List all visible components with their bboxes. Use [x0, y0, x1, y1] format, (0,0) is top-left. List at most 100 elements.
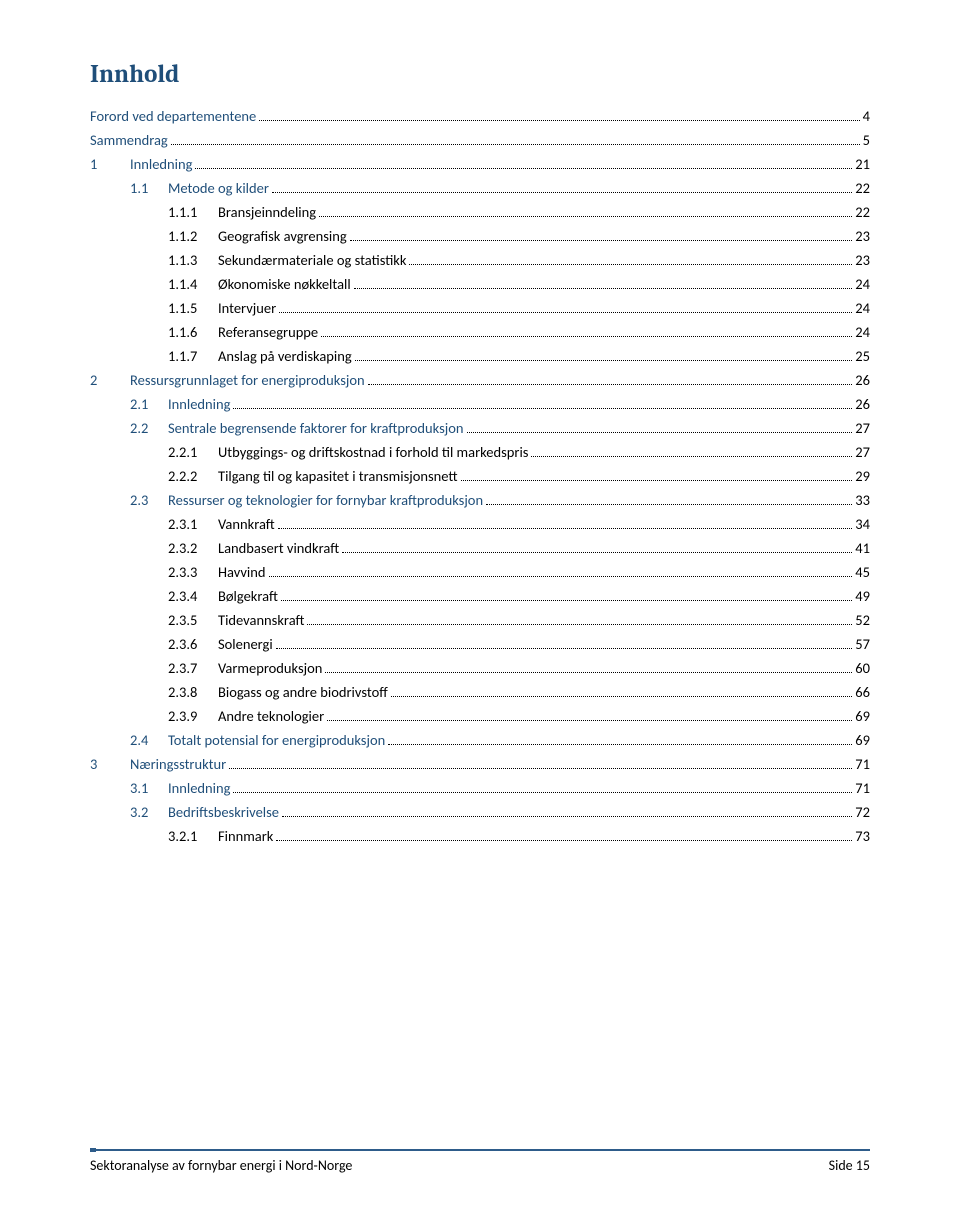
toc-entry-page: 27 [855, 443, 870, 461]
toc-entry-label: Solenergi [218, 635, 273, 653]
toc-leader-dots [321, 336, 852, 337]
toc-entry-label: Forord ved departementene [90, 107, 256, 125]
toc-entry[interactable]: 1.1.1Bransjeinndeling 22 [90, 203, 870, 221]
toc-entry[interactable]: 1.1.4Økonomiske nøkkeltall 24 [90, 275, 870, 293]
toc-leader-dots [467, 432, 853, 433]
footer-divider [90, 1149, 870, 1151]
toc-entry-page: 49 [855, 587, 870, 605]
toc-entry-page: 34 [855, 515, 870, 533]
toc-entry-label: Innledning [130, 155, 192, 173]
toc-entry-number: 2.3 [130, 491, 168, 509]
toc-entry[interactable]: 2.1Innledning 26 [90, 395, 870, 413]
toc-entry-page: 41 [855, 539, 870, 557]
toc-entry-page: 45 [855, 563, 870, 581]
toc-entry-page: 24 [855, 299, 870, 317]
toc-entry[interactable]: 2.2Sentrale begrensende faktorer for kra… [90, 419, 870, 437]
toc-leader-dots [342, 552, 852, 553]
footer-right-text: Side 15 [829, 1157, 870, 1174]
toc-entry-number: 2.2.2 [168, 467, 218, 485]
toc-entry[interactable]: 2.3.8Biogass og andre biodrivstoff 66 [90, 683, 870, 701]
toc-entry-label: Sammendrag [90, 131, 168, 149]
toc-leader-dots [391, 696, 853, 697]
toc-entry-label: Metode og kilder [168, 179, 269, 197]
toc-entry-number: 1.1.5 [168, 299, 218, 317]
toc-entry[interactable]: 1.1.6Referansegruppe 24 [90, 323, 870, 341]
footer-left-text: Sektoranalyse av fornybar energi i Nord-… [90, 1157, 352, 1174]
toc-entry[interactable]: 2.3.9Andre teknologier 69 [90, 707, 870, 725]
toc-entry-page: 22 [855, 203, 870, 221]
toc-leader-dots [272, 192, 852, 193]
toc-entry[interactable]: 1Innledning 21 [90, 155, 870, 173]
toc-entry-label: Intervjuer [218, 299, 276, 317]
toc-entry[interactable]: 2.2.2Tilgang til og kapasitet i transmis… [90, 467, 870, 485]
toc-entry-number: 2.3.8 [168, 683, 218, 701]
toc-entry[interactable]: 2.3.6Solenergi 57 [90, 635, 870, 653]
toc-entry-number: 1.1.1 [168, 203, 218, 221]
toc-leader-dots [269, 576, 853, 577]
toc-entry[interactable]: 2.3.3Havvind 45 [90, 563, 870, 581]
toc-leader-dots [233, 792, 852, 793]
toc-entry-page: 24 [855, 275, 870, 293]
toc-entry[interactable]: 2.4Totalt potensial for energiproduksjon… [90, 731, 870, 749]
toc-entry-page: 27 [855, 419, 870, 437]
toc-leader-dots [409, 264, 852, 265]
toc-entry[interactable]: 1.1.7Anslag på verdiskaping 25 [90, 347, 870, 365]
toc-entry-page: 23 [855, 227, 870, 245]
toc-leader-dots [486, 504, 852, 505]
toc-leader-dots [233, 408, 852, 409]
toc-leader-dots [354, 288, 853, 289]
toc-entry[interactable]: 3.2Bedriftsbeskrivelse 72 [90, 803, 870, 821]
toc-entry[interactable]: 1.1.5Intervjuer 24 [90, 299, 870, 317]
toc-entry-page: 66 [855, 683, 870, 701]
toc-entry-number: 2.3.3 [168, 563, 218, 581]
toc-entry[interactable]: 2.3.4Bølgekraft 49 [90, 587, 870, 605]
toc-entry[interactable]: 3.1Innledning 71 [90, 779, 870, 797]
toc-entry-label: Tilgang til og kapasitet i transmisjonsn… [218, 467, 458, 485]
toc-leader-dots [355, 360, 853, 361]
toc-entry[interactable]: 3.2.1Finnmark 73 [90, 827, 870, 845]
toc-entry-page: 71 [855, 779, 870, 797]
toc-entry-label: Utbyggings- og driftskostnad i forhold t… [218, 443, 528, 461]
toc-entry[interactable]: 1.1.2Geografisk avgrensing 23 [90, 227, 870, 245]
footer: Sektoranalyse av fornybar energi i Nord-… [90, 1149, 870, 1174]
toc-entry-page: 69 [855, 731, 870, 749]
toc-entry-page: 29 [855, 467, 870, 485]
toc-entry[interactable]: 2.3Ressurser og teknologier for fornybar… [90, 491, 870, 509]
toc-entry-page: 72 [855, 803, 870, 821]
toc-entry[interactable]: 2.3.1Vannkraft 34 [90, 515, 870, 533]
toc-entry-page: 5 [863, 131, 870, 149]
toc-leader-dots [281, 600, 852, 601]
toc-entry[interactable]: 3Næringsstruktur 71 [90, 755, 870, 773]
toc-entry-number: 3.2 [130, 803, 168, 821]
toc-leader-dots [327, 720, 852, 721]
toc-leader-dots [229, 768, 852, 769]
toc-entry-label: Næringsstruktur [130, 755, 226, 773]
toc-entry-number: 1.1 [130, 179, 168, 197]
toc-leader-dots [282, 816, 852, 817]
toc-leader-dots [388, 744, 852, 745]
toc-entry[interactable]: Forord ved departementene 4 [90, 107, 870, 125]
toc-entry-label: Vannkraft [218, 515, 275, 533]
toc-entry-label: Havvind [218, 563, 266, 581]
toc-entry[interactable]: 2.3.2Landbasert vindkraft 41 [90, 539, 870, 557]
toc-entry-page: 71 [855, 755, 870, 773]
toc-leader-dots [171, 144, 860, 145]
toc-entry-label: Bølgekraft [218, 587, 278, 605]
toc-entry[interactable]: 1.1Metode og kilder 22 [90, 179, 870, 197]
toc-entry[interactable]: Sammendrag 5 [90, 131, 870, 149]
toc-entry[interactable]: 2Ressursgrunnlaget for energiproduksjon … [90, 371, 870, 389]
toc-entry-page: 69 [855, 707, 870, 725]
toc-entry[interactable]: 2.3.5Tidevannskraft 52 [90, 611, 870, 629]
toc-entry-label: Andre teknologier [218, 707, 324, 725]
toc-entry-label: Ressursgrunnlaget for energiproduksjon [130, 371, 365, 389]
toc-entry[interactable]: 2.2.1Utbyggings- og driftskostnad i forh… [90, 443, 870, 461]
toc-entry-label: Landbasert vindkraft [218, 539, 339, 557]
toc-entry-page: 60 [855, 659, 870, 677]
toc-entry-number: 1.1.6 [168, 323, 218, 341]
toc-entry-page: 25 [855, 347, 870, 365]
toc-entry-label: Bransjeinndeling [218, 203, 316, 221]
toc-entry[interactable]: 2.3.7Varmeproduksjon 60 [90, 659, 870, 677]
toc-entry-number: 2.3.6 [168, 635, 218, 653]
toc-entry[interactable]: 1.1.3Sekundærmateriale og statistikk 23 [90, 251, 870, 269]
toc-leader-dots [307, 624, 852, 625]
